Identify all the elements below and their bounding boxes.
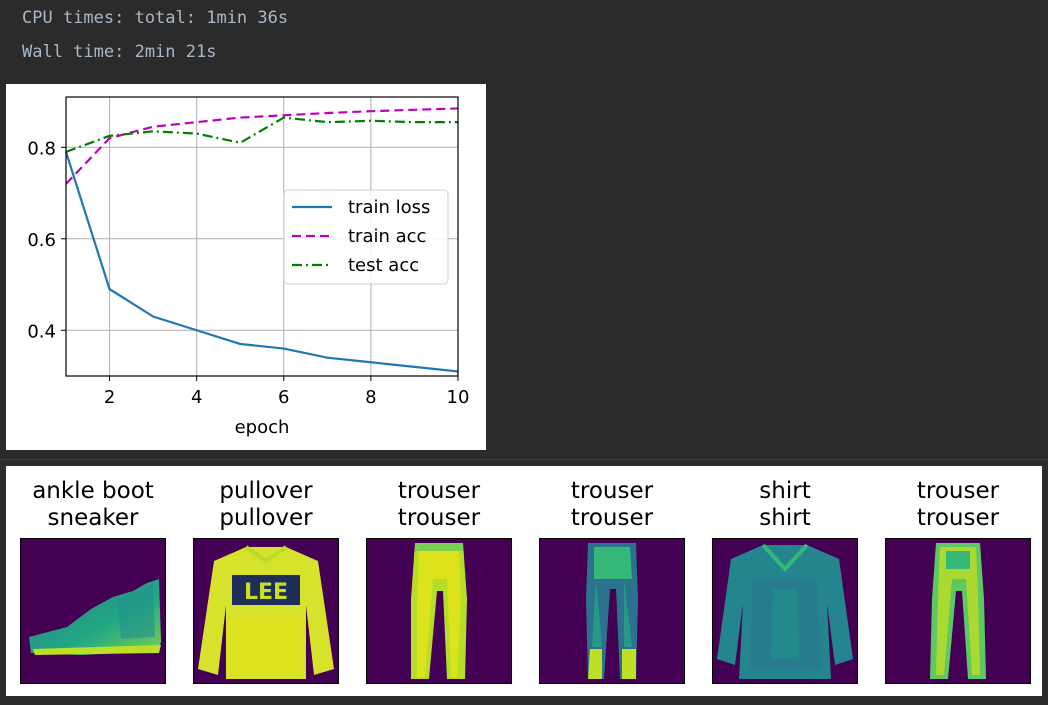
sample-title: trouser trouser	[865, 478, 1048, 532]
series-line-test-acc	[65, 116, 458, 153]
true-label: shirt	[759, 478, 811, 504]
sample-item: trouser trouser	[885, 466, 1031, 696]
sample-title: pullover pullover	[173, 478, 359, 532]
sample-item: trouser trouser	[366, 466, 512, 696]
sample-title: trouser trouser	[346, 478, 532, 532]
y-tick-label: 0.8	[27, 138, 56, 159]
predicted-label: trouser	[397, 505, 481, 531]
legend-box	[283, 189, 449, 285]
cpu-times-output: CPU times: total: 1min 36s	[22, 8, 289, 28]
predicted-label: trouser	[916, 505, 1000, 531]
wall-time-output: Wall time: 2min 21s	[22, 42, 217, 62]
sample-item: shirt shirt	[712, 466, 858, 696]
predicted-label: sneaker	[47, 505, 139, 531]
sample-title: trouser trouser	[519, 478, 705, 532]
sample-title: shirt shirt	[692, 478, 878, 532]
chart-svg: 2 4 6 8 10 0.4 0.6 0.8 epoch train loss train acc t…	[27, 96, 470, 438]
series-line-train-acc	[65, 107, 459, 185]
x-axis-label: epoch	[235, 417, 290, 438]
training-chart: 2 4 6 8 10 0.4 0.6 0.8 epoch train loss train acc t…	[6, 84, 486, 450]
sample-image	[20, 538, 166, 684]
x-tick-label: 2	[104, 387, 115, 408]
shoe-icon	[29, 579, 161, 655]
trouser-icon	[411, 543, 467, 679]
output-divider	[0, 459, 1048, 460]
predicted-label: trouser	[570, 505, 654, 531]
sample-image	[885, 538, 1031, 684]
true-label: trouser	[397, 478, 481, 504]
predictions-panel: ankle boot sneaker pullover pullove	[6, 466, 1042, 696]
true-label: trouser	[570, 478, 654, 504]
sample-image	[712, 538, 858, 684]
legend-label: train acc	[348, 226, 426, 247]
sample-image	[366, 538, 512, 684]
legend-label: train loss	[348, 197, 430, 218]
x-tick-label: 6	[278, 387, 289, 408]
true-label: trouser	[916, 478, 1000, 504]
sample-item: pullover pullover LEE	[193, 466, 339, 696]
predicted-label: pullover	[219, 505, 313, 531]
sample-image: LEE	[193, 538, 339, 684]
true-label: ankle boot	[32, 478, 154, 504]
sample-image	[539, 538, 685, 684]
sample-item: trouser trouser	[539, 466, 685, 696]
trouser-icon	[586, 543, 638, 679]
x-tick-label: 10	[447, 387, 470, 408]
series-line-train-loss	[64, 151, 459, 373]
shirt-icon	[717, 543, 853, 679]
legend-label: test acc	[348, 255, 419, 276]
x-tick-label: 8	[365, 387, 376, 408]
predicted-label: shirt	[759, 505, 811, 531]
y-tick-label: 0.4	[27, 321, 56, 342]
true-label: pullover	[219, 478, 313, 504]
x-tick-label: 4	[191, 387, 202, 408]
sweater-icon: LEE	[198, 545, 334, 679]
svg-text:LEE: LEE	[244, 580, 288, 605]
sample-title: ankle boot sneaker	[0, 478, 186, 532]
sample-item: ankle boot sneaker	[20, 466, 166, 696]
plot-frame	[65, 96, 459, 377]
trouser-icon	[930, 543, 986, 679]
y-tick-label: 0.6	[27, 230, 56, 251]
